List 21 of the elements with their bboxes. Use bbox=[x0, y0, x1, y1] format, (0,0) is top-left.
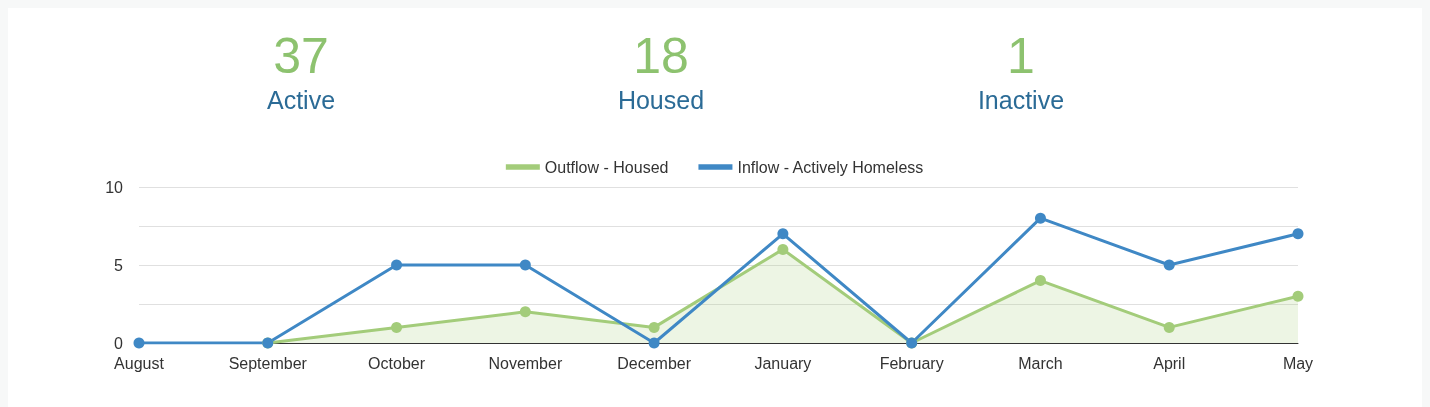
x-tick-label: September bbox=[228, 354, 308, 372]
x-tick-label: January bbox=[754, 354, 812, 372]
x-tick-label: May bbox=[1282, 354, 1314, 372]
y-tick-label: 10 bbox=[105, 178, 124, 196]
x-tick-label: February bbox=[879, 354, 944, 372]
x-tick-label: December bbox=[617, 354, 692, 372]
x-tick-label: March bbox=[1018, 354, 1063, 372]
legend-label: Outflow - Housed bbox=[544, 158, 669, 176]
x-tick-label: October bbox=[368, 354, 426, 372]
category-label: Housed bbox=[616, 85, 706, 116]
y-tick-label: 0 bbox=[114, 334, 124, 352]
x-tick-label: August bbox=[114, 354, 165, 372]
x-tick-label: April bbox=[1153, 354, 1186, 372]
x-tick-label: November bbox=[488, 354, 563, 372]
data-label: 18 bbox=[632, 28, 690, 84]
data-label: 1 bbox=[1006, 28, 1036, 84]
category-label: Active bbox=[265, 85, 337, 116]
data-label: 37 bbox=[272, 28, 330, 84]
legend-label: Inflow - Actively Homeless bbox=[737, 158, 924, 176]
y-tick-label: 5 bbox=[114, 256, 124, 274]
category-label: Inactive bbox=[976, 85, 1066, 116]
